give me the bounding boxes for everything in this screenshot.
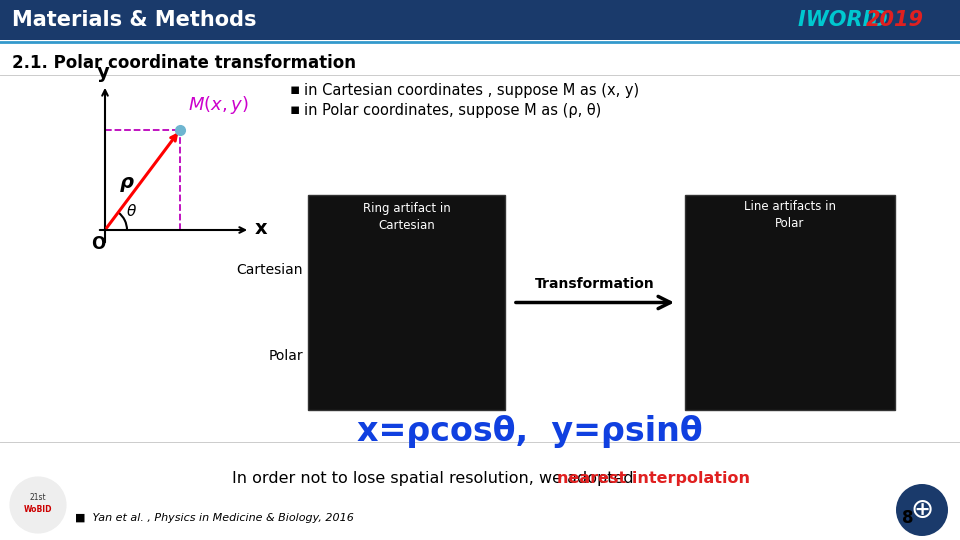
Text: ρ: ρ	[120, 172, 134, 192]
Bar	[0, 0, 960, 40]
Text: θ: θ	[127, 204, 136, 219]
Text: in Cartesian coordinates , suppose M as (x, y): in Cartesian coordinates , suppose M as …	[304, 83, 639, 98]
Text: ▪: ▪	[290, 103, 300, 118]
Text: Ring artifact in
Cartesian: Ring artifact in Cartesian	[363, 202, 450, 232]
Bar	[308, 195, 505, 410]
Text: WoBID: WoBID	[24, 505, 52, 515]
Text: ▪: ▪	[290, 83, 300, 98]
Text: ⊕: ⊕	[910, 496, 934, 524]
Text: x=ρcosθ,  y=ρsinθ: x=ρcosθ, y=ρsinθ	[357, 415, 703, 449]
Text: ■  Yan et al. , Physics in Medicine & Biology, 2016: ■ Yan et al. , Physics in Medicine & Bio…	[75, 513, 354, 523]
Text: IWORID: IWORID	[798, 10, 895, 30]
Text: 21st: 21st	[30, 494, 46, 503]
Text: nearest interpolation: nearest interpolation	[557, 470, 750, 485]
Text: O: O	[91, 235, 106, 253]
Bar	[685, 195, 895, 410]
Circle shape	[10, 477, 66, 533]
Text: Line artifacts in
Polar: Line artifacts in Polar	[744, 200, 836, 230]
Text: Polar: Polar	[269, 349, 303, 363]
Text: y: y	[97, 63, 109, 82]
Text: In order not to lose spatial resolution, we adopted: In order not to lose spatial resolution,…	[232, 470, 638, 485]
Text: 8: 8	[902, 509, 914, 527]
Text: $\mathit{M}(x,y)$: $\mathit{M}(x,y)$	[188, 94, 249, 116]
Text: x: x	[255, 219, 268, 238]
Text: Transformation: Transformation	[535, 278, 655, 292]
Circle shape	[896, 484, 948, 536]
Text: 2019: 2019	[866, 10, 924, 30]
Text: 2.1. Polar coordinate transformation: 2.1. Polar coordinate transformation	[12, 54, 356, 72]
Text: Materials & Methods: Materials & Methods	[12, 10, 256, 30]
Text: Cartesian: Cartesian	[236, 263, 303, 277]
Text: in Polar coordinates, suppose M as (ρ, θ): in Polar coordinates, suppose M as (ρ, θ…	[304, 103, 601, 118]
